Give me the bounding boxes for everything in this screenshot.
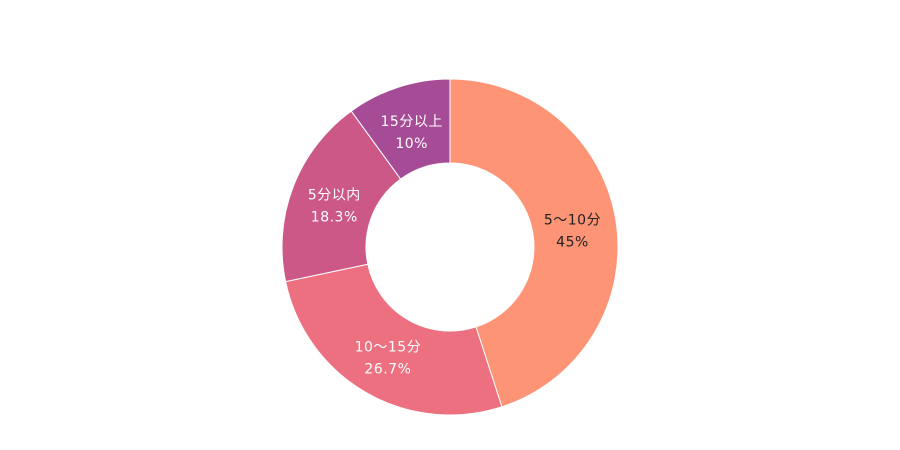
slice-label: 5〜10分 45% <box>544 213 601 251</box>
slice-category-label: 15分以上 <box>381 114 443 130</box>
slice-label: 15分以上 10% <box>381 114 443 152</box>
donut-slice <box>281 110 402 283</box>
slice-value-label: 10% <box>395 136 428 152</box>
donut-slice <box>350 78 451 180</box>
donut-slice <box>285 263 503 416</box>
slice-value-label: 18.3% <box>311 209 358 225</box>
slice-value-label: 26.7% <box>364 361 411 377</box>
slice-category-label: 5分以内 <box>308 187 361 203</box>
slice-value-label: 45% <box>556 235 589 251</box>
slices-layer <box>281 78 619 416</box>
slice-label: 10〜15分 26.7% <box>355 339 422 377</box>
slice-label: 5分以内 18.3% <box>308 187 361 225</box>
slice-category-label: 10〜15分 <box>355 339 422 355</box>
slice-category-label: 5〜10分 <box>544 213 601 229</box>
labels-layer: 5〜10分 45% 10〜15分 26.7% 5分以内 18.3% 15分以上 10% <box>308 114 601 377</box>
donut-slice <box>449 78 619 408</box>
